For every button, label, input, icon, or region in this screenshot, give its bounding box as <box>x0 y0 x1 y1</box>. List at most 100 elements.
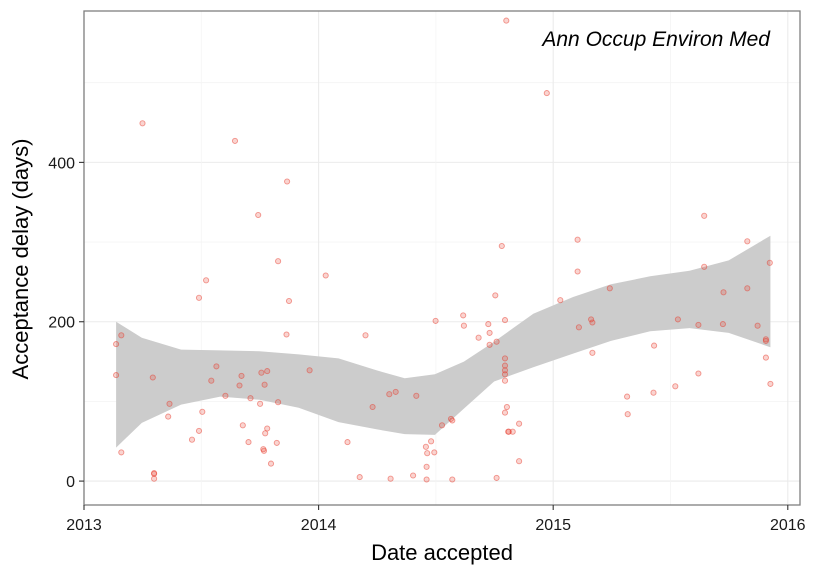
data-point <box>438 422 446 429</box>
data-point <box>501 409 509 416</box>
data-point <box>195 294 203 301</box>
data-point <box>118 332 125 339</box>
data-point <box>239 422 246 429</box>
data-point <box>701 263 708 270</box>
data-point <box>423 463 430 470</box>
data-point <box>236 382 243 389</box>
data-point <box>501 371 509 378</box>
data-point <box>261 381 268 388</box>
data-point <box>720 289 727 296</box>
data-point <box>650 389 657 396</box>
chart-title: Ann Occup Environ Med <box>540 28 771 51</box>
data-point <box>498 242 505 250</box>
data-point <box>356 474 363 481</box>
axis-ticks <box>79 161 789 510</box>
data-point <box>424 450 431 457</box>
data-point <box>501 362 509 369</box>
y-tick-label: 400 <box>48 155 75 172</box>
data-point <box>113 372 120 379</box>
data-point <box>449 417 456 424</box>
data-point <box>422 443 429 450</box>
data-point <box>188 436 196 443</box>
data-point <box>273 439 280 446</box>
data-point <box>203 277 210 284</box>
data-point <box>543 90 550 97</box>
data-point <box>695 370 702 377</box>
data-point <box>501 377 509 384</box>
data-point <box>231 137 239 144</box>
data-point <box>284 178 291 185</box>
data-point <box>306 367 313 374</box>
data-point <box>575 324 582 331</box>
data-point <box>501 317 509 324</box>
data-point <box>492 292 499 299</box>
data-point <box>651 342 658 349</box>
data-point <box>460 312 467 319</box>
data-point <box>118 449 125 456</box>
data-point <box>516 458 523 465</box>
data-point <box>151 475 158 482</box>
data-point <box>258 369 265 376</box>
data-point <box>149 374 156 381</box>
data-point <box>386 391 393 398</box>
data-point <box>672 383 679 390</box>
data-points <box>113 17 774 483</box>
data-point <box>283 331 290 338</box>
data-point <box>322 272 329 279</box>
data-point <box>762 354 769 361</box>
data-point <box>493 474 500 481</box>
data-point <box>428 438 435 445</box>
x-tick-label: 2013 <box>66 517 102 534</box>
data-point <box>165 413 172 420</box>
data-point <box>222 392 229 399</box>
data-point <box>695 321 702 328</box>
data-point <box>369 403 376 411</box>
grid-lines <box>83 11 800 505</box>
data-point <box>410 472 417 479</box>
data-point <box>387 475 394 482</box>
data-point <box>264 425 271 432</box>
data-point <box>285 297 293 305</box>
data-point <box>199 408 206 415</box>
data-point <box>744 285 751 292</box>
data-point <box>624 393 631 400</box>
data-point <box>493 338 500 345</box>
data-point <box>423 476 430 483</box>
panel-border <box>83 10 801 506</box>
data-point <box>245 439 252 446</box>
data-point <box>475 334 482 341</box>
data-point <box>503 403 510 411</box>
x-tick-label: 2016 <box>770 517 806 534</box>
data-point <box>754 322 761 329</box>
data-point <box>486 341 493 348</box>
data-point <box>113 341 120 348</box>
data-point <box>431 449 438 456</box>
data-point <box>501 355 509 362</box>
x-tick-label: 2015 <box>535 517 571 534</box>
data-point <box>449 476 456 483</box>
x-axis-title: Date accepted <box>371 540 513 565</box>
data-point <box>392 388 399 395</box>
data-point <box>624 411 631 418</box>
data-point <box>260 447 268 454</box>
data-point <box>762 336 769 343</box>
data-point <box>574 268 581 275</box>
data-point <box>766 259 773 266</box>
data-point <box>264 368 271 375</box>
data-point <box>509 428 516 435</box>
data-point <box>485 321 492 328</box>
data-point <box>344 439 351 446</box>
x-tick-label: 2014 <box>301 517 337 534</box>
y-axis-title: Acceptance delay (days) <box>8 139 33 380</box>
y-tick-labels: 0 200 400 <box>48 155 75 491</box>
data-point <box>589 349 596 356</box>
data-point <box>255 211 262 219</box>
data-point <box>674 316 681 323</box>
data-point <box>606 285 613 292</box>
data-point <box>213 363 220 370</box>
data-point <box>460 322 467 329</box>
confidence-band-group <box>116 235 771 448</box>
y-tick-label: 0 <box>66 474 75 491</box>
data-point <box>257 400 264 407</box>
